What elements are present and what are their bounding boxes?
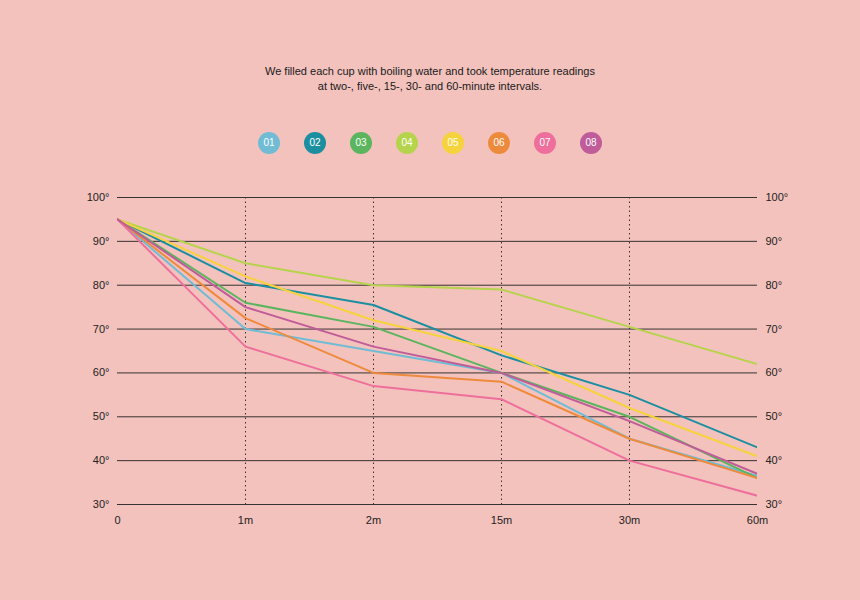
svg-text:90°: 90° <box>766 235 783 247</box>
svg-text:80°: 80° <box>93 279 110 291</box>
svg-text:30m: 30m <box>619 514 640 526</box>
html-text:02: 02 <box>309 137 321 148</box>
html-text:08: 08 <box>585 137 597 148</box>
svg-text:1m: 1m <box>238 514 253 526</box>
html-text:07: 07 <box>539 137 551 148</box>
svg-text:0: 0 <box>114 514 120 526</box>
html-text:04: 04 <box>401 137 413 148</box>
svg-text:70°: 70° <box>766 323 783 335</box>
html-text:06: 06 <box>493 137 505 148</box>
svg-text:100°: 100° <box>766 191 789 203</box>
svg-text:60°: 60° <box>766 366 783 378</box>
svg-text:70°: 70° <box>93 323 110 335</box>
svg-text:80°: 80° <box>766 279 783 291</box>
svg-text:90°: 90° <box>93 235 110 247</box>
svg-text:100°: 100° <box>87 191 110 203</box>
svg-text:60°: 60° <box>93 366 110 378</box>
html-text:We filled each cup with boilin: We filled each cup with boiling water an… <box>265 65 595 92</box>
html-text:05: 05 <box>447 137 459 148</box>
svg-text:2m: 2m <box>366 514 381 526</box>
svg-text:30°: 30° <box>766 498 783 510</box>
svg-text:60m: 60m <box>747 514 768 526</box>
html-text:03: 03 <box>355 137 367 148</box>
svg-text:50°: 50° <box>766 410 783 422</box>
html-text:01: 01 <box>263 137 275 148</box>
svg-text:15m: 15m <box>491 514 512 526</box>
svg-text:30°: 30° <box>93 498 110 510</box>
svg-text:40°: 40° <box>766 454 783 466</box>
svg-text:40°: 40° <box>93 454 110 466</box>
svg-text:50°: 50° <box>93 410 110 422</box>
